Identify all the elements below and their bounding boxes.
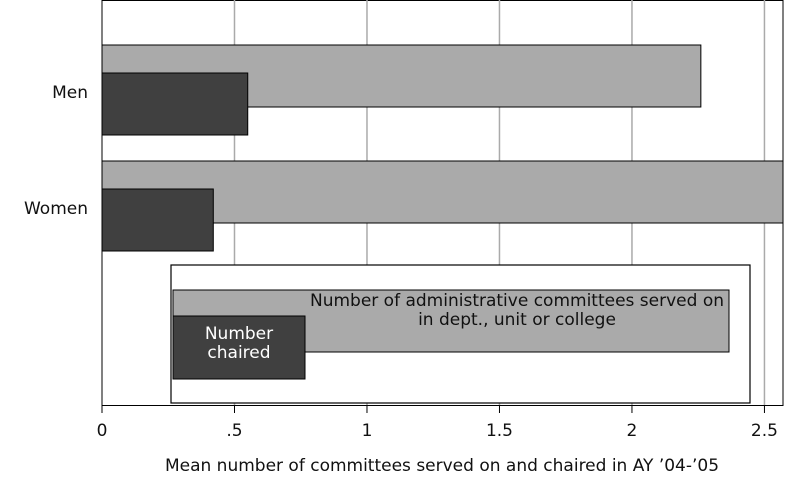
y-tick-label: Men	[52, 83, 88, 103]
legend-label-box: Number chaired	[204, 325, 274, 363]
x-tick-label: 0	[97, 421, 108, 441]
x-tick-label: 2.5	[751, 421, 778, 441]
legend-swatch	[172, 315, 306, 380]
legend-label-box: Number of administrative committees serv…	[309, 292, 724, 330]
bar	[101, 188, 214, 252]
x-axis-label: Mean number of committees served on and …	[165, 456, 719, 476]
x-tick-label: 1	[362, 421, 373, 441]
y-tick-label: Women	[24, 199, 88, 219]
bar	[101, 72, 249, 136]
legend-label: Number chaired	[204, 325, 274, 363]
x-tick-label: 2	[627, 421, 638, 441]
x-tick-label: .5	[226, 421, 242, 441]
x-tick-label: 1.5	[486, 421, 513, 441]
legend-label: Number of administrative committees serv…	[309, 292, 724, 330]
